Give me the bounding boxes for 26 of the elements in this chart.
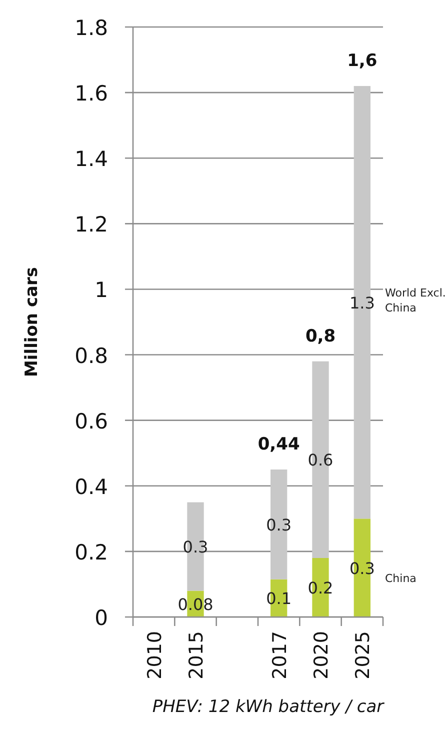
y-tick-label: 1.6: [74, 82, 108, 106]
y-tick-label: 1: [94, 278, 108, 302]
y-tick-label: 1.4: [74, 147, 108, 172]
total-label: 1,6: [347, 51, 378, 71]
y-tick-label: 0: [94, 606, 108, 630]
data-label: 0.3: [266, 515, 292, 534]
y-tick-label: 1.8: [74, 16, 108, 40]
y-tick-label: 0.4: [74, 474, 108, 499]
y-tick-label: 0.8: [74, 344, 108, 368]
total-label: 0,8: [305, 326, 336, 346]
data-label: 1.3: [349, 293, 375, 312]
y-tick-label: 0.2: [74, 540, 108, 564]
x-axis-title: PHEV: 12 kWh battery / car: [152, 697, 385, 717]
y-axis-title: Million cars: [22, 267, 42, 377]
x-tick-label: 2017: [268, 631, 291, 680]
x-tick-label: 2020: [310, 631, 332, 680]
x-tick-label: 2010: [144, 631, 166, 680]
y-tick-label: 1.2: [74, 212, 108, 237]
data-label: 0.6: [308, 450, 334, 470]
x-tick-label: 2025: [352, 631, 374, 680]
series-label: China: [385, 572, 416, 585]
x-tick-label: 2015: [186, 631, 208, 680]
y-tick-label: 0.6: [74, 409, 108, 434]
data-label: 0.3: [182, 538, 208, 557]
series-label: World Excl. China: [385, 286, 446, 314]
total-label: 0,44: [258, 434, 300, 454]
